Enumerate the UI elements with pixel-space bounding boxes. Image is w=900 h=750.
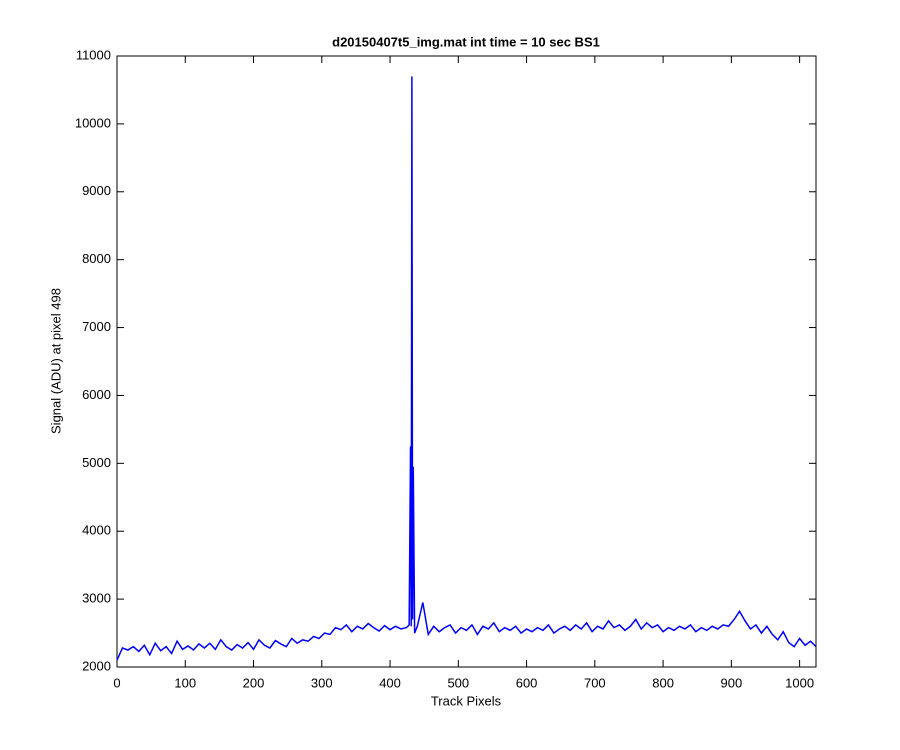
- x-tick-label: 700: [584, 675, 606, 690]
- x-tick-label: 400: [379, 675, 401, 690]
- y-tick-label: 11000: [76, 47, 111, 62]
- y-tick-label: 2000: [82, 658, 111, 673]
- y-tick-label: 4000: [82, 523, 111, 538]
- y-tick-label: 3000: [82, 591, 111, 606]
- y-tick-label: 5000: [82, 455, 111, 470]
- x-tick-label: 200: [243, 675, 265, 690]
- x-tick-label: 300: [311, 675, 333, 690]
- y-tick-label: 8000: [82, 251, 111, 266]
- x-tick-label: 900: [721, 675, 743, 690]
- x-tick-label: 500: [447, 675, 469, 690]
- x-tick-label: 800: [652, 675, 674, 690]
- y-tick-label: 10000: [75, 115, 111, 130]
- x-tick-label: 0: [113, 675, 120, 690]
- y-tick-label: 7000: [82, 319, 111, 334]
- x-tick-label: 100: [174, 675, 196, 690]
- y-axis-label: Signal (ADU) at pixel 498: [48, 288, 63, 434]
- data-line: [116, 76, 817, 661]
- chart-title: d20150407t5_img.mat int time = 10 sec BS…: [332, 34, 600, 49]
- x-tick-label: 600: [516, 675, 538, 690]
- x-axis-label: Track Pixels: [431, 693, 502, 708]
- plot-frame: [116, 55, 817, 668]
- y-tick-label: 6000: [82, 387, 111, 402]
- y-tick-label: 9000: [82, 183, 111, 198]
- x-tick-label: 1000: [785, 675, 814, 690]
